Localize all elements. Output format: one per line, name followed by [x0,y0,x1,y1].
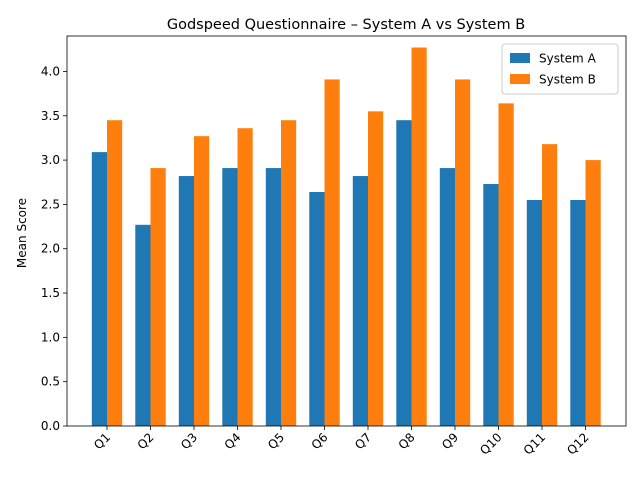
x-tick-label-q11: Q11 [521,430,548,457]
bar-system-a-q4 [222,168,238,426]
legend-box [501,43,619,95]
y-tick-label: 2.0 [41,242,60,256]
bar-system-b-q3 [194,136,210,426]
x-tick-label-q12: Q12 [564,430,591,457]
y-axis-label: Mean Score [15,198,29,268]
bar-system-a-q11 [526,199,542,426]
bar-system-b-q2 [150,168,166,426]
x-tick-label-q10: Q10 [477,430,504,457]
legend-swatch-system-a [510,53,530,63]
bar-system-a-q7 [352,176,368,426]
y-tick-label: 4.0 [41,64,60,78]
bar-system-a-q1 [91,152,107,426]
x-tick-label-q6: Q6 [309,430,331,452]
bar-system-a-q3 [178,176,194,426]
x-tick-label-q2: Q2 [135,430,157,452]
x-tick-label-q3: Q3 [178,430,200,452]
plot-frame [66,35,627,427]
bar-system-a-q8 [396,120,412,427]
legend: System A System B [501,43,619,95]
y-tick-label: 0.5 [41,375,60,389]
bar-system-a-q10 [483,184,499,426]
legend-label-system-a: System A [539,52,597,66]
y-tick-label: 1.5 [41,286,60,300]
bar-system-b-q7 [368,111,384,426]
y-tick-label: 3.5 [41,109,60,123]
y-tick-label: 3.0 [41,153,60,167]
x-tick-label-q9: Q9 [439,430,461,452]
legend-label-system-b: System B [539,73,596,87]
y-tick-label: 0.0 [41,419,60,433]
legend-swatch-system-b [510,74,530,84]
x-tick-label-q4: Q4 [222,430,244,452]
bar-system-b-q9 [455,79,471,426]
plot-area: 0.0 0.5 1.0 1.5 2.0 2.5 3.0 3.5 4.0 Q1 Q2 Q3 Q4 Q5 Q6 Q… [41,35,627,458]
x-tick-label-q1: Q1 [91,430,113,452]
chart-title: Godspeed Questionnaire – System A vs Sys… [167,17,525,33]
bar-system-b-q12 [585,160,601,426]
x-tick-label-q7: Q7 [352,430,374,452]
bar-system-a-q6 [309,192,325,426]
bar-system-b-q6 [324,79,340,426]
bar-system-b-q1 [107,120,123,427]
bar-system-a-q5 [265,168,281,426]
bar-system-b-q4 [237,128,253,426]
y-tick-label: 1.0 [41,330,60,344]
bar-system-b-q8 [411,47,427,426]
bar-system-a-q12 [570,199,586,426]
bar-system-a-q2 [135,224,151,426]
bar-system-a-q9 [439,168,455,426]
x-tick-label-q5: Q5 [265,430,287,452]
bar-system-b-q11 [542,144,558,427]
y-tick-label: 2.5 [41,197,60,211]
bar-system-b-q5 [281,120,297,427]
bar-system-b-q10 [498,103,514,426]
x-tick-label-q8: Q8 [396,430,418,452]
